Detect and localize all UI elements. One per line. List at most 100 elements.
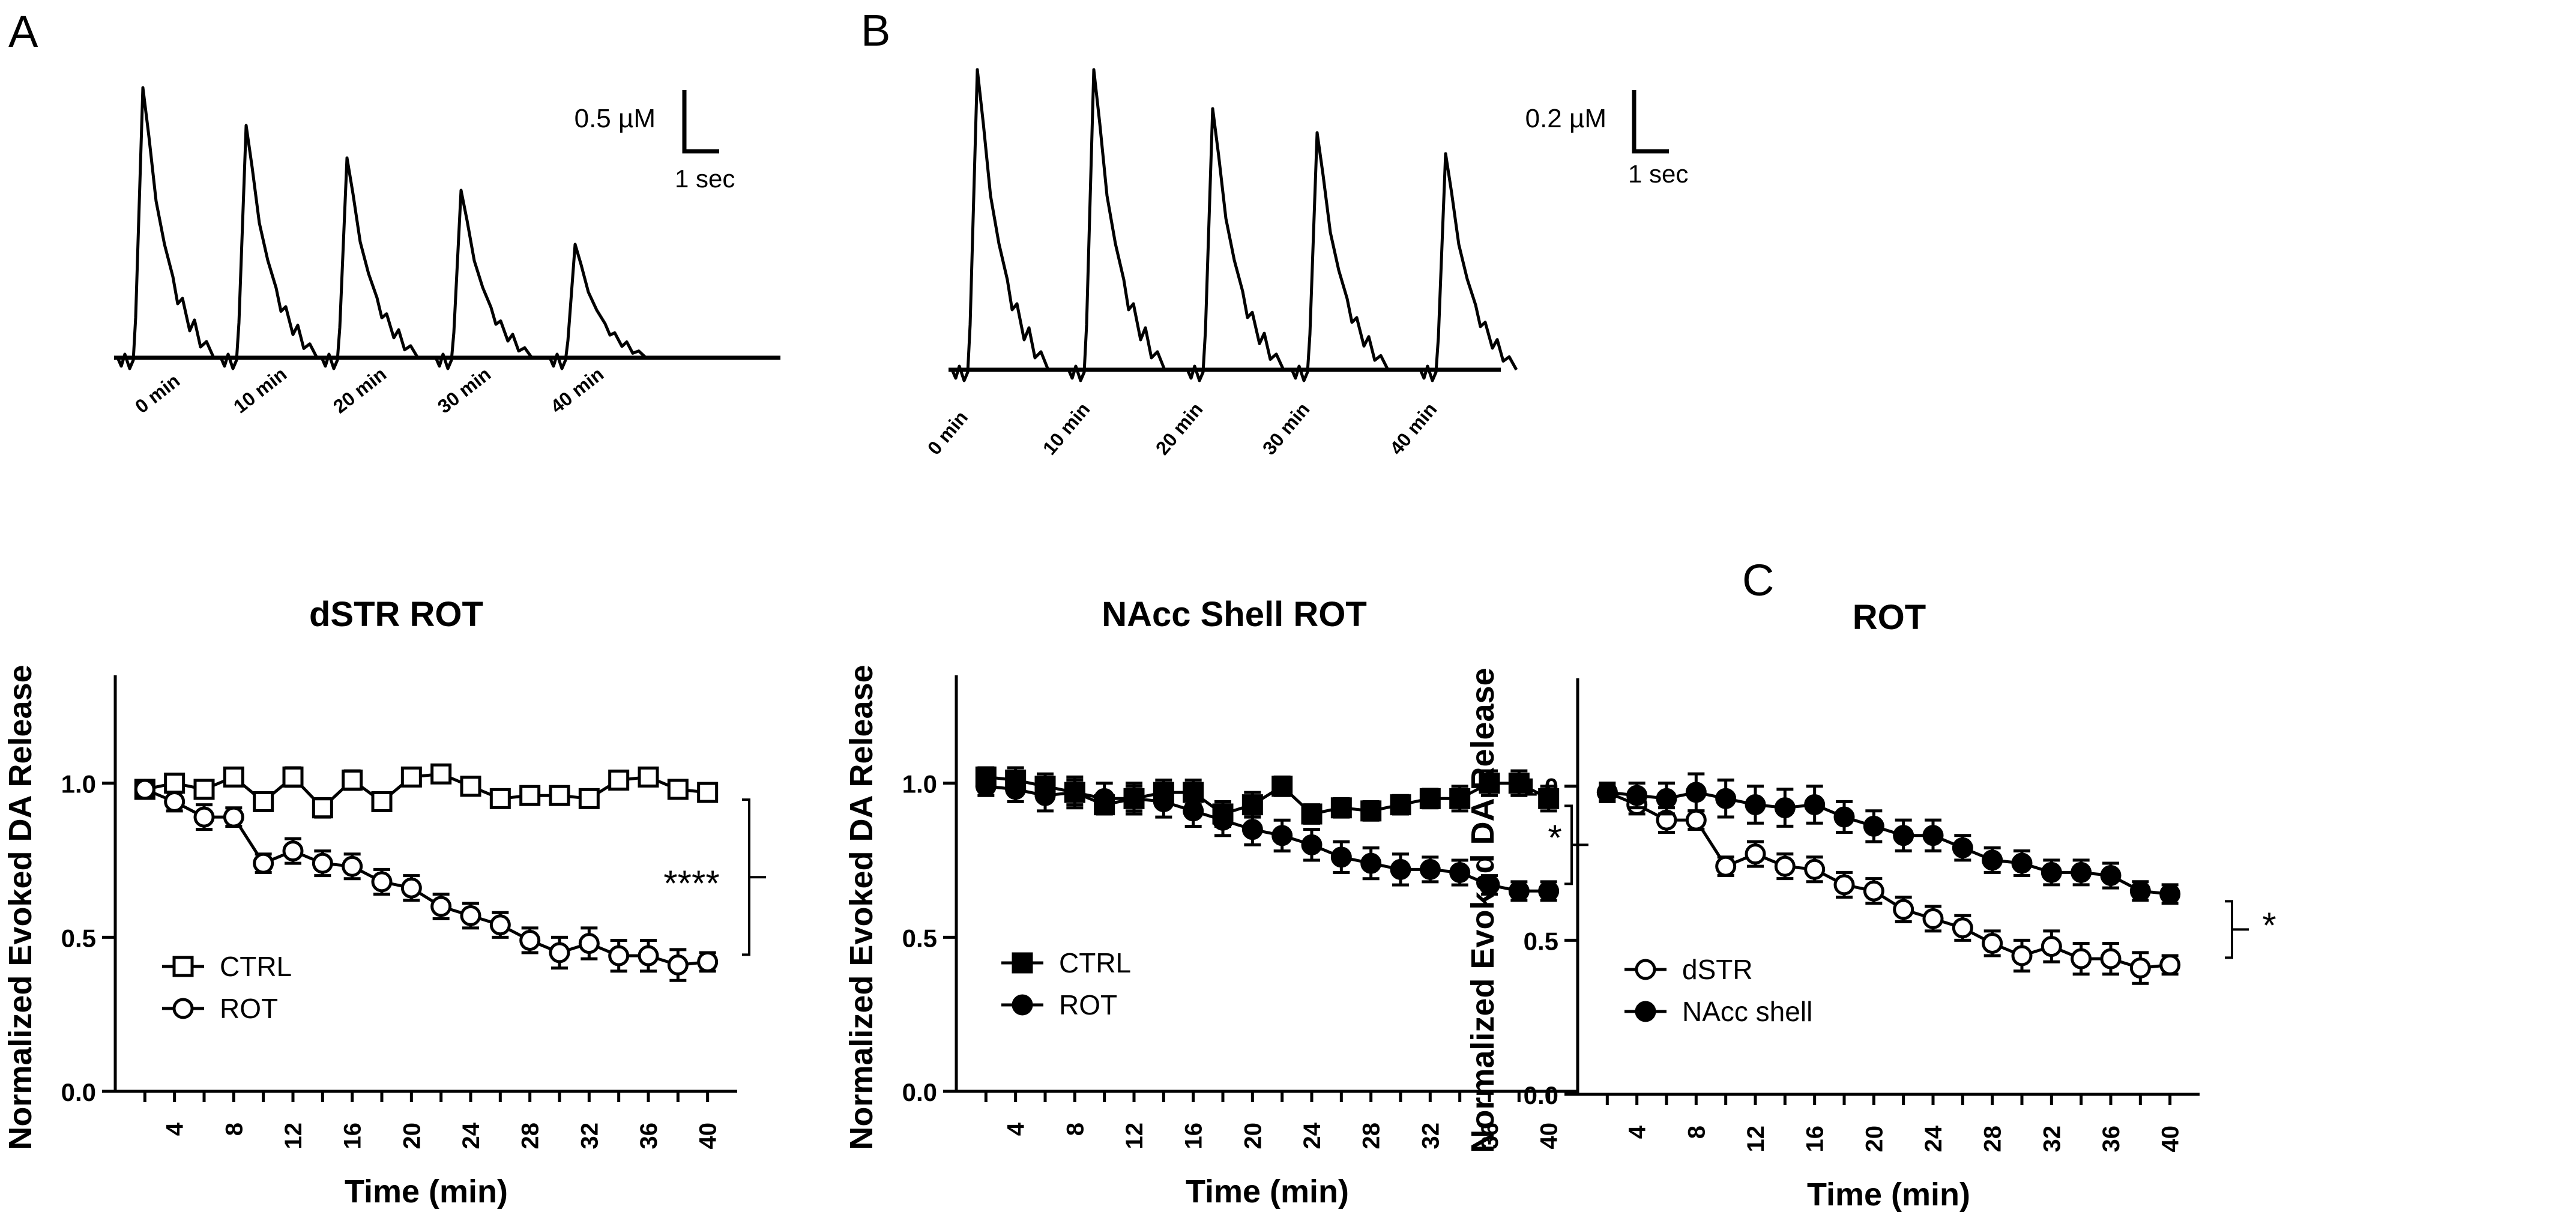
panel-letter-a: A xyxy=(8,7,38,56)
data-point xyxy=(2011,852,2033,874)
data-point xyxy=(2071,948,2092,969)
data-point xyxy=(1952,917,1973,939)
data-point xyxy=(519,929,541,951)
series-rot xyxy=(975,775,1560,902)
data-point xyxy=(253,852,274,874)
data-point xyxy=(2071,861,2092,883)
data-point xyxy=(172,956,194,977)
x-tick-label: 32 xyxy=(576,1123,603,1150)
chart-dstr-rot: dSTR ROT Time (min) Normalized Evoked DA R… xyxy=(2,595,766,1210)
dopamine-transient xyxy=(1186,107,1285,382)
x-tick-label: 28 xyxy=(517,1123,544,1150)
data-point xyxy=(1715,855,1737,877)
trace-b-time-label: 30 min xyxy=(1258,399,1314,459)
series-rot xyxy=(134,779,719,982)
y-axis-label: Normalized Evoked DA Release xyxy=(2,665,38,1150)
trace-a-time-labels: 0 min 10 min 20 min 30 min 40 min xyxy=(131,363,608,418)
data-point xyxy=(1596,782,1618,803)
data-point xyxy=(282,840,304,862)
trace-b-time-label: 10 min xyxy=(1039,399,1094,459)
x-tick-label: 28 xyxy=(1980,1126,2006,1153)
data-point xyxy=(638,945,659,966)
x-axis-label: Time (min) xyxy=(1807,1177,1970,1213)
dopamine-transient xyxy=(1290,131,1390,382)
data-point xyxy=(460,905,481,926)
x-tick-label: 24 xyxy=(1920,1125,1947,1152)
series-ctrl xyxy=(134,763,719,819)
data-point xyxy=(489,788,511,809)
trace-a-time-label: 0 min xyxy=(131,370,184,418)
x-tick-label: 16 xyxy=(1802,1126,1829,1153)
y-tick-label: 0.0 xyxy=(61,1078,96,1106)
significance-marker: * xyxy=(1548,818,1561,858)
legend-label: CTRL xyxy=(1059,947,1131,978)
data-point xyxy=(460,776,481,797)
y-axis-label: Normalized Evoked DA Release xyxy=(843,665,879,1150)
y-tick-label: 0.5 xyxy=(1524,927,1558,955)
data-point xyxy=(549,942,570,963)
x-axis-label: Time (min) xyxy=(345,1174,508,1210)
data-point xyxy=(1538,788,1560,809)
significance-bracket xyxy=(1564,804,1588,885)
data-point xyxy=(312,797,333,819)
trace-b-time-label: 40 min xyxy=(1386,399,1441,459)
x-tick-label: 8 xyxy=(1062,1123,1088,1136)
chart-nacc-shell-rot: NAcc Shell ROT Time (min) Normalized Evoke… xyxy=(843,595,1588,1210)
data-point xyxy=(2159,883,2181,905)
data-point xyxy=(1774,855,1796,877)
dopamine-transient xyxy=(434,188,534,370)
data-point xyxy=(1330,846,1352,868)
x-tick-label: 28 xyxy=(1359,1123,1385,1150)
trace-b-scale-bar: 0.2 µM 1 sec xyxy=(1525,90,1688,188)
data-point xyxy=(1212,809,1234,831)
data-point xyxy=(1833,806,1855,828)
y-tick-label: 0.0 xyxy=(1524,1081,1558,1109)
dopamine-transient xyxy=(1067,68,1166,382)
x-tick-label: 24 xyxy=(458,1122,484,1149)
scale-bar-icon xyxy=(682,90,719,154)
data-point xyxy=(1479,773,1500,794)
data-point xyxy=(253,791,274,812)
trace-panel-a: 0 min 10 min 20 min 30 min 40 min 0.5 µM… xyxy=(114,86,780,418)
data-point xyxy=(1982,932,2003,954)
dopamine-transient xyxy=(320,156,420,370)
data-point xyxy=(2129,880,2151,902)
x-tick-label: 20 xyxy=(1861,1126,1887,1153)
data-point xyxy=(164,773,186,794)
data-point xyxy=(578,933,600,954)
data-point xyxy=(1479,874,1500,896)
data-point xyxy=(223,806,244,828)
legend-label: dSTR xyxy=(1682,954,1753,985)
data-point xyxy=(1745,843,1766,865)
trace-b-transients xyxy=(950,68,1518,382)
x-tick-label: 36 xyxy=(1477,1123,1503,1150)
data-point xyxy=(2041,936,2062,957)
data-point xyxy=(2100,948,2122,969)
data-point xyxy=(371,871,393,893)
data-point xyxy=(1012,994,1033,1016)
data-point xyxy=(975,776,997,797)
scale-bar-time: 1 sec xyxy=(675,164,735,193)
data-point xyxy=(2011,945,2033,966)
data-point xyxy=(1241,819,1263,840)
data-point xyxy=(1419,788,1441,809)
y-tick-label: 0.5 xyxy=(61,924,96,952)
trace-a-scale-bar: 0.5 µM 1 sec xyxy=(575,90,735,193)
trace-a-time-label: 30 min xyxy=(433,363,495,418)
data-point xyxy=(2100,865,2122,887)
data-point xyxy=(1360,852,1382,874)
trace-b-time-label: 20 min xyxy=(1151,399,1207,459)
dopamine-transient xyxy=(219,124,319,370)
chart-title: ROT xyxy=(1853,598,1926,637)
data-point xyxy=(193,806,215,828)
significance-bracket xyxy=(2225,900,2249,959)
x-tick-label: 16 xyxy=(340,1123,366,1150)
data-point xyxy=(1656,788,1677,809)
data-point xyxy=(1833,874,1855,896)
x-tick-label: 32 xyxy=(2039,1126,2065,1153)
x-tick-label: 40 xyxy=(2158,1126,2184,1153)
data-point xyxy=(1982,849,2003,871)
data-point xyxy=(1419,858,1441,880)
panel-letter-b: B xyxy=(861,5,890,55)
data-point xyxy=(667,954,689,976)
